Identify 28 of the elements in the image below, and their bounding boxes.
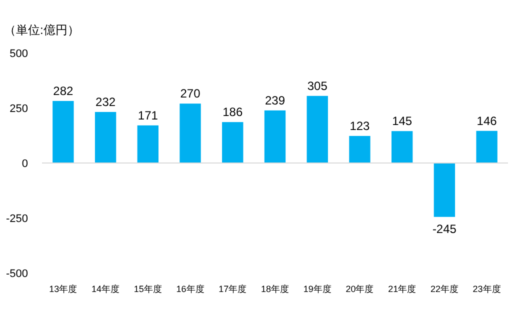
y-tick-label: 500 [10, 48, 28, 60]
data-label: 232 [96, 94, 116, 109]
x-tick-label: 14年度 [92, 284, 120, 294]
x-tick-label: 23年度 [472, 284, 501, 294]
data-label: 171 [138, 108, 158, 122]
data-label: -245 [432, 222, 457, 236]
x-tick-label: 19年度 [303, 284, 332, 294]
x-tick-label: 20年度 [346, 284, 374, 294]
data-label: 186 [222, 105, 243, 120]
data-label: 145 [392, 114, 412, 128]
data-label: 270 [180, 86, 201, 101]
x-tick-label: 18年度 [260, 284, 290, 294]
y-tick-label: 0 [22, 158, 28, 170]
data-label: 305 [307, 78, 328, 93]
data-label: 282 [53, 84, 74, 98]
data-label: 123 [350, 118, 370, 133]
x-tick-label: 17年度 [218, 284, 247, 294]
ylabel: （単位:億円） [4, 23, 80, 37]
y-tick-label: -250 [6, 213, 28, 225]
y-tick-label: 250 [10, 103, 28, 115]
x-tick-label: 13年度 [49, 284, 78, 294]
x-tick-label: 22年度 [430, 284, 458, 294]
x-tick-label: 16年度 [176, 284, 204, 294]
data-label: 239 [264, 93, 286, 108]
x-tick-label: 15年度 [134, 284, 162, 294]
data-label: 146 [476, 114, 498, 128]
x-tick-label: 21年度 [388, 284, 416, 294]
y-tick-label: -500 [6, 268, 28, 280]
